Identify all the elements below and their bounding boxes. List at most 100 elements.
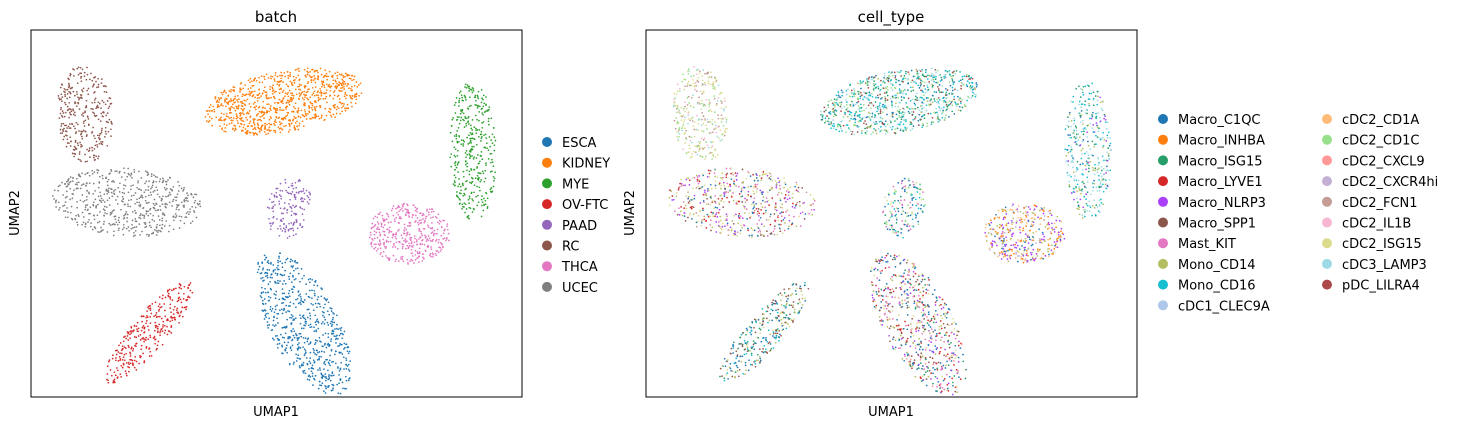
data-point — [303, 274, 305, 277]
data-point — [935, 91, 938, 94]
data-point — [329, 364, 331, 367]
data-point — [389, 240, 392, 243]
data-point — [290, 313, 293, 316]
data-point — [338, 89, 340, 92]
data-point — [172, 186, 175, 188]
data-point — [140, 344, 143, 347]
data-point — [149, 305, 152, 307]
data-point — [471, 91, 474, 94]
data-point — [236, 99, 238, 101]
data-point — [60, 114, 63, 117]
data-point — [143, 214, 145, 217]
data-point — [80, 75, 83, 78]
data-point — [91, 149, 94, 152]
data-point — [208, 116, 211, 118]
data-point — [295, 261, 298, 264]
data-point — [960, 85, 962, 87]
data-point — [117, 351, 120, 353]
data-point — [485, 162, 487, 164]
data-point — [892, 318, 894, 320]
data-point — [84, 223, 87, 226]
data-point — [454, 148, 457, 151]
data-point — [910, 121, 912, 124]
data-point — [274, 131, 277, 134]
data-point — [884, 257, 886, 259]
data-point — [287, 310, 289, 312]
data-point — [104, 130, 107, 133]
data-point — [149, 209, 151, 211]
data-point — [158, 315, 161, 318]
data-point — [307, 324, 310, 327]
data-point — [931, 116, 934, 119]
data-point — [420, 219, 422, 221]
data-point — [190, 193, 192, 195]
data-point — [925, 365, 928, 368]
data-point — [299, 224, 302, 226]
data-point — [114, 170, 117, 173]
data-point — [898, 314, 900, 317]
data-point — [115, 359, 117, 362]
data-point — [916, 72, 919, 75]
data-point — [272, 89, 275, 91]
data-point — [405, 214, 407, 217]
data-point — [205, 120, 208, 122]
data-point — [171, 205, 173, 207]
data-point — [927, 292, 930, 295]
data-point — [263, 78, 266, 81]
data-point — [471, 137, 474, 140]
data-point — [342, 387, 344, 390]
data-point — [155, 312, 158, 314]
data-point — [890, 72, 892, 75]
data-point — [925, 97, 928, 99]
data-point — [485, 96, 487, 98]
data-point — [314, 374, 317, 377]
data-point — [414, 259, 417, 261]
data-point — [340, 361, 342, 364]
data-point — [456, 154, 459, 157]
data-point — [924, 363, 927, 365]
data-point — [461, 207, 463, 210]
data-point — [134, 356, 137, 358]
data-point — [827, 120, 829, 123]
data-point — [291, 191, 294, 193]
data-point — [936, 368, 939, 371]
data-point — [169, 307, 172, 309]
data-point — [89, 206, 92, 209]
data-point — [311, 109, 314, 111]
data-point — [480, 140, 482, 142]
data-point — [853, 89, 856, 92]
data-point — [480, 101, 483, 104]
data-point — [118, 191, 121, 193]
data-point — [957, 330, 960, 333]
data-point — [107, 191, 110, 194]
data-point — [291, 266, 294, 269]
data-point — [908, 73, 911, 76]
data-point — [454, 184, 456, 187]
data-point — [469, 140, 472, 143]
data-point — [372, 217, 375, 220]
data-point — [915, 280, 917, 283]
data-point — [317, 302, 320, 305]
data-point — [348, 370, 351, 372]
data-point — [302, 346, 304, 349]
data-point — [885, 300, 888, 303]
data-point — [410, 241, 413, 243]
data-point — [924, 71, 927, 74]
data-point — [405, 213, 407, 215]
data-point — [67, 77, 69, 80]
data-point — [921, 89, 923, 92]
data-point — [74, 94, 76, 97]
data-point — [837, 104, 840, 107]
data-point — [885, 107, 888, 110]
data-point — [464, 115, 466, 118]
data-point — [398, 210, 400, 213]
data-point — [311, 116, 314, 119]
data-point — [252, 134, 255, 136]
data-point — [219, 125, 221, 127]
data-point — [341, 332, 343, 335]
data-point — [894, 346, 897, 349]
data-point — [240, 82, 243, 84]
data-point — [265, 91, 268, 94]
data-point — [323, 311, 325, 314]
data-point — [273, 311, 276, 314]
